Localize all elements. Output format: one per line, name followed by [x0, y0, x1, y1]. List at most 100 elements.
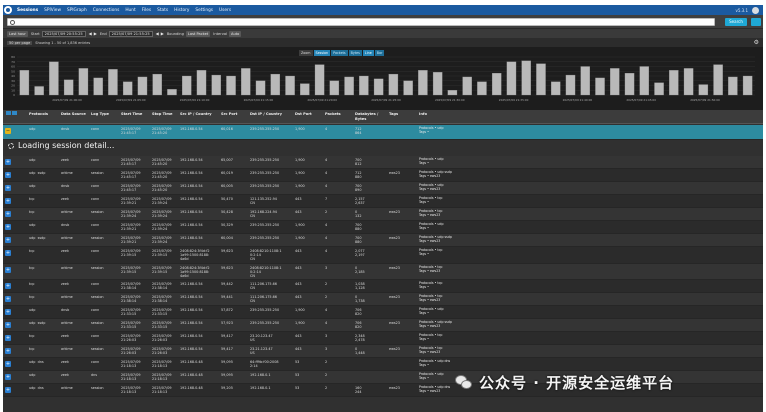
info-tags[interactable]: Tags •	[419, 337, 429, 342]
info-protocols[interactable]: Protocols • tcp	[419, 209, 443, 213]
chart-bar[interactable]	[506, 61, 517, 96]
expand-row-icon[interactable]: +	[5, 335, 11, 342]
chart-bar[interactable]	[34, 86, 44, 96]
info-tags[interactable]: Tags • ews23	[419, 239, 441, 243]
chart-bytes-button[interactable]: Bytes	[348, 49, 362, 56]
start-prev-icon[interactable]: ◀	[88, 31, 92, 36]
chart-bar[interactable]	[536, 63, 546, 96]
col-packets[interactable]: Packets	[325, 112, 341, 116]
col-src-port[interactable]: Src Port	[221, 112, 238, 116]
chart-bar[interactable]	[152, 73, 162, 96]
chart-packets-button[interactable]: Packets	[331, 49, 348, 56]
info-protocols[interactable]: Protocols • tcp	[419, 196, 443, 200]
info-tags[interactable]: Tags •	[419, 363, 429, 368]
expand-row-icon[interactable]: +	[5, 374, 11, 381]
end-prev-icon[interactable]: ◀	[155, 31, 159, 36]
expand-row-icon[interactable]: +	[5, 159, 11, 165]
info-tags[interactable]: Tags •	[419, 226, 429, 230]
info-protocols[interactable]: Protocols • tcp	[419, 346, 443, 351]
info-protocols[interactable]: Protocols • udp ssdp	[419, 170, 452, 174]
table-row[interactable]: + udp dnsb conn 2025/07/09 21:39:21 2025/07/0…	[3, 221, 763, 234]
expand-row-icon[interactable]: +	[5, 224, 11, 230]
table-row[interactable]: + udp zeek dns 2025/07/09 21:18:13 2025/07/09…	[3, 371, 763, 385]
table-row[interactable]: − udp dnsb conn 2025/07/09 21:45:17 2025/07/0…	[3, 125, 763, 140]
chart-bar[interactable]	[314, 64, 325, 96]
expand-row-icon[interactable]: +	[5, 185, 11, 191]
info-tags[interactable]: Tags •	[419, 161, 429, 165]
chart-zoom-control[interactable]: Zoom	[299, 49, 313, 56]
chart-bar[interactable]	[654, 82, 664, 96]
info-protocols[interactable]: Protocols • tcp	[419, 281, 443, 286]
nav-users[interactable]: Users	[219, 7, 232, 13]
nav-files[interactable]: Files	[141, 7, 152, 13]
info-protocols[interactable]: Protocols • udp	[419, 183, 444, 187]
expand-row-icon[interactable]: +	[5, 211, 11, 217]
chart-bar[interactable]	[477, 81, 487, 96]
col-stop-time[interactable]: Stop Time	[152, 112, 173, 116]
table-row[interactable]: + tcp zeek conn 2025/07/09 21:38:14 2025/07/0…	[3, 280, 763, 294]
col-start-time[interactable]: Start Time	[121, 112, 143, 116]
info-tags[interactable]: Tags • ews23	[419, 389, 441, 394]
table-row[interactable]: + udp zeek conn 2025/07/09 21:45:17 2025/07/0…	[3, 156, 763, 169]
chart-bar-button[interactable]: Bar	[374, 49, 385, 56]
chart-bar[interactable]	[683, 68, 694, 96]
gear-icon[interactable]: ⚙	[753, 39, 759, 46]
chart-bar[interactable]	[713, 64, 723, 96]
nav-stats[interactable]: Stats	[157, 7, 169, 13]
chart-bar[interactable]	[728, 76, 738, 96]
col-info[interactable]: Info	[419, 112, 427, 116]
chart-bar[interactable]	[403, 80, 413, 96]
col-dst-port[interactable]: Dst Port	[295, 112, 312, 116]
chart-bar[interactable]	[285, 75, 295, 96]
info-tags[interactable]: Tags •	[419, 200, 429, 204]
nav-connections[interactable]: Connections	[92, 7, 120, 13]
interval-select[interactable]: Auto	[229, 30, 242, 37]
info-protocols[interactable]: Protocols • udp dns	[419, 359, 451, 364]
table-row[interactable]: + tcp arkime session 2025/07/09 21:38:14 2025…	[3, 293, 763, 307]
chart-bar[interactable]	[669, 70, 679, 96]
page-size-select[interactable]: 50 per page	[7, 40, 33, 45]
chart-bar[interactable]	[610, 68, 620, 96]
table-row[interactable]: + tcp zeek conn 2025/07/09 21:26:03 2025/07/0…	[3, 332, 763, 346]
chart-bar[interactable]	[196, 70, 207, 96]
chart-bar[interactable]	[742, 75, 753, 96]
expand-row-icon[interactable]: +	[5, 387, 11, 394]
chart-bar[interactable]	[418, 70, 428, 96]
actions-menu-button[interactable]	[751, 18, 761, 26]
chart-bar[interactable]	[639, 66, 650, 96]
chart-bar[interactable]	[698, 84, 709, 96]
col-protocols[interactable]: Protocols	[29, 112, 49, 116]
chart-bar[interactable]	[491, 72, 502, 96]
chart-session-button[interactable]: Session	[313, 49, 331, 56]
info-tags[interactable]: Tags •	[419, 311, 429, 316]
table-row[interactable]: + tcp arkime session 2025/07/09 21:39:15 2025…	[3, 263, 763, 281]
chart-bar[interactable]	[78, 68, 89, 96]
expand-row-icon[interactable]: +	[5, 250, 11, 256]
column-config-icon[interactable]	[6, 111, 11, 115]
chart-bar[interactable]	[108, 69, 118, 96]
chart-bar[interactable]	[19, 70, 30, 96]
chart-bar[interactable]	[373, 78, 384, 96]
chart-bar[interactable]	[167, 89, 177, 96]
end-next-icon[interactable]: ▶	[160, 31, 164, 36]
time-range-select[interactable]: Last hour	[7, 30, 28, 37]
expand-row-icon[interactable]: +	[5, 283, 11, 290]
chart-bar[interactable]	[63, 79, 74, 96]
chart-bar[interactable]	[93, 77, 103, 96]
chart-bar[interactable]	[182, 75, 192, 96]
chart-bar[interactable]	[300, 83, 310, 96]
chart-bar[interactable]	[388, 73, 399, 96]
info-protocols[interactable]: Protocols • tcp	[419, 333, 443, 338]
chart-line-button[interactable]: Line	[362, 49, 374, 56]
chart-bar[interactable]	[551, 81, 561, 96]
info-protocols[interactable]: Protocols • udp dns	[419, 385, 451, 390]
table-row[interactable]: + udp dns arkime session 2025/07/09 21:18:13…	[3, 384, 763, 398]
expand-row-icon[interactable]: +	[5, 237, 11, 243]
chart-bar[interactable]	[49, 61, 59, 96]
chart-bar[interactable]	[226, 75, 236, 96]
expand-row-icon[interactable]: +	[5, 198, 11, 204]
col-dst-ip[interactable]: Dst IP / Country	[250, 112, 282, 116]
info-tags[interactable]: Tags •	[419, 130, 429, 134]
chart-bar[interactable]	[432, 72, 443, 96]
info-protocols[interactable]: Protocols • udp	[419, 157, 444, 161]
